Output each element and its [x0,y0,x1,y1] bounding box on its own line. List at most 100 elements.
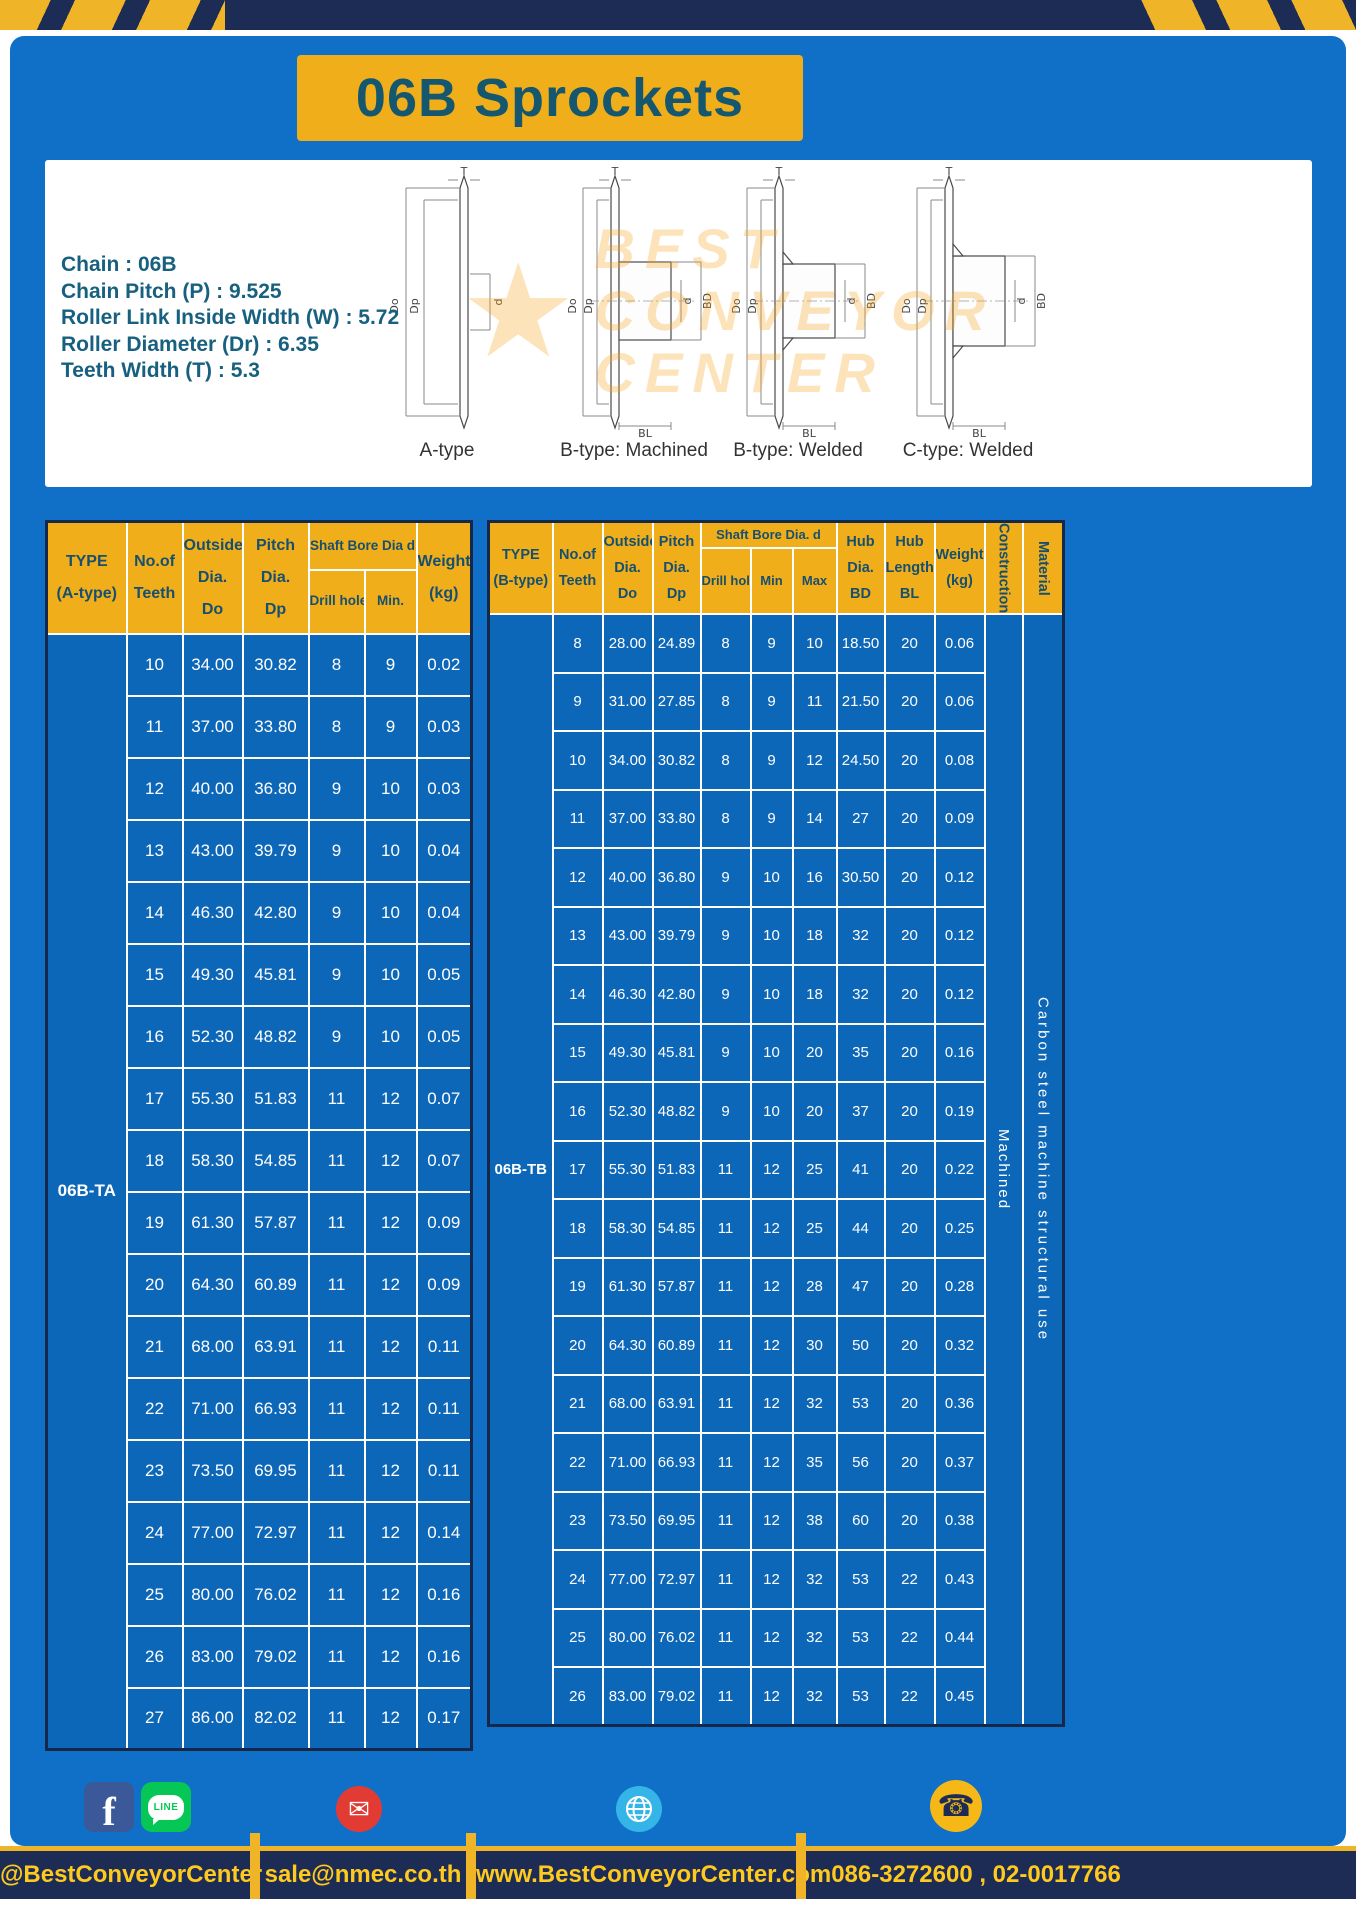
table-b-cell: 20 [883,1432,936,1493]
table-a-cell: 69.95 [241,1438,310,1503]
svg-text:Do: Do [566,298,579,313]
table-b-cell: 73.50 [601,1490,654,1552]
table-b-cell: 64.30 [601,1315,654,1376]
svg-text:Dp: Dp [746,298,759,313]
table-a-cell: 37.00 [181,694,244,759]
table-a-cell: 66.93 [241,1376,310,1441]
table-b-header-outside-dia: Outside Dia. Do [601,520,654,616]
table-b-cell: 10 [749,964,794,1025]
table-b-cell: 63.91 [651,1373,702,1435]
table-b-cell: 53 [835,1666,886,1727]
table-b-cell: 46.30 [601,964,654,1025]
table-b-cell: 25 [791,1198,838,1259]
table-b-type-cell: 06B-TB [487,613,554,1727]
table-b-cell: 12 [749,1256,794,1318]
svg-text:BL: BL [802,427,817,438]
svg-text:T: T [945,166,953,178]
table-b-row: 24 77.00 72.97 11 12 32 53 22 0.43 [489,1549,1064,1610]
table-b-cell: 71.00 [601,1432,654,1493]
table-b-cell: 0.37 [933,1432,986,1493]
table-b-cell: 26 [551,1666,604,1727]
table-a-cell: 0.16 [415,1624,473,1689]
table-a-cell: 72.97 [241,1500,310,1565]
table-a-cell: 58.30 [181,1128,244,1193]
table-b-header-pitch-dia: Pitch Dia. Dp [651,520,702,616]
table-a-cell: 19 [125,1190,184,1255]
table-a-row: 26 83.00 79.02 11 12 0.16 [47,1624,473,1689]
table-b-cell: 0.12 [933,964,986,1025]
table-a-cell: 25 [125,1562,184,1627]
table-a-cell: 45.81 [241,942,310,1007]
table-a-cell: 9 [307,818,366,883]
table-b-cell: 9 [749,671,794,733]
table-b-cell: 8 [551,613,604,674]
table-a-cell: 64.30 [181,1252,244,1317]
table-a-cell: 8 [307,632,366,697]
table-b-cell: 24.89 [651,613,702,674]
table-b-cell: 0.06 [933,671,986,733]
spec-line-roller-width: Roller Link Inside Width (W) : 5.72 [61,306,400,329]
table-a-cell: 22 [125,1376,184,1441]
table-a-header-pitch-dia: Pitch Dia. Dp [241,520,310,635]
sprocket-drawing-c-welded: T Do Dp d BD BL [900,166,1048,438]
table-b-cell: 14 [791,788,838,850]
table-a-cell: 18 [125,1128,184,1193]
table-a-row: 15 49.30 45.81 9 10 0.05 [47,942,473,1007]
table-b-cell: 15 [551,1022,604,1084]
table-b-cell: 83.00 [601,1666,654,1727]
table-b-cell: 77.00 [601,1549,654,1610]
table-a-cell: 0.02 [415,632,473,697]
table-b-cell: 33.80 [651,788,702,850]
table-b-cell: 51.83 [651,1139,702,1201]
footer-phone-numbers: 086-3272600 , 02-0017766 [831,1861,1121,1888]
table-b-cell: 21 [551,1373,604,1435]
table-b-cell: 0.12 [933,905,986,967]
table-b-cell: 60.89 [651,1315,702,1376]
svg-text:Dp: Dp [408,298,421,313]
table-a-cell: 0.07 [415,1128,473,1193]
table-b-cell: 9 [551,671,604,733]
table-a-cell: 0.09 [415,1190,473,1255]
table-b-cell: 32 [791,1607,838,1669]
table-a-cell: 11 [307,1314,366,1379]
table-a-cell: 11 [307,1252,366,1317]
table-b-header-drill-hole: Drill hole [699,547,752,616]
table-b-cell: 11 [699,1139,752,1201]
table-b-cell: 38 [791,1490,838,1552]
table-b-cell: 14 [551,964,604,1025]
table-b-cell: 60 [835,1490,886,1552]
table-a-container: TYPE (A-type) No.of Teeth Outside Dia. D… [45,520,474,1751]
table-b-header-min: Min [749,547,794,616]
table-b-cell: 0.06 [933,613,986,674]
table-a-cell: 0.11 [415,1376,473,1441]
table-b-cell: 20 [883,964,936,1025]
table-b-cell: 28.00 [601,613,654,674]
table-b-header-hub-length: Hub Length BL [883,520,936,616]
table-b-cell: 20 [883,613,936,674]
table-b-cell: 0.09 [933,788,986,850]
table-b-row: 22 71.00 66.93 11 12 35 56 20 0.37 [489,1432,1064,1493]
table-b-cell: 79.02 [651,1666,702,1727]
table-b-cell: 53 [835,1373,886,1435]
table-a-row: 24 77.00 72.97 11 12 0.14 [47,1500,473,1565]
table-b-cell: 30 [791,1315,838,1376]
footer-separator [250,1833,260,1899]
table-b-cell: 9 [699,1022,752,1084]
table-b-cell: 23 [551,1490,604,1552]
table-b-cell: 20 [883,1198,936,1259]
spec-line-roller-dia: Roller Diameter (Dr) : 6.35 [61,332,319,356]
table-b-cell: 10 [749,905,794,967]
svg-text:Do: Do [900,298,913,313]
figure-label-b-machined: B-type: Machined [560,440,708,461]
table-a-cell: 52.30 [181,1004,244,1069]
table-a-row: 12 40.00 36.80 9 10 0.03 [47,756,473,821]
table-b-cell: 32 [835,905,886,967]
table-b-cell: 36.80 [651,847,702,908]
table-a-cell: 0.05 [415,942,473,1007]
table-a-header-outside-dia: Outside Dia. Do [181,520,244,635]
table-b-cell: 45.81 [651,1022,702,1084]
table-b-cell: 9 [699,964,752,1025]
footer-separator [466,1833,476,1899]
table-b-cell: 8 [699,730,752,791]
table-a-row: 18 58.30 54.85 11 12 0.07 [47,1128,473,1193]
